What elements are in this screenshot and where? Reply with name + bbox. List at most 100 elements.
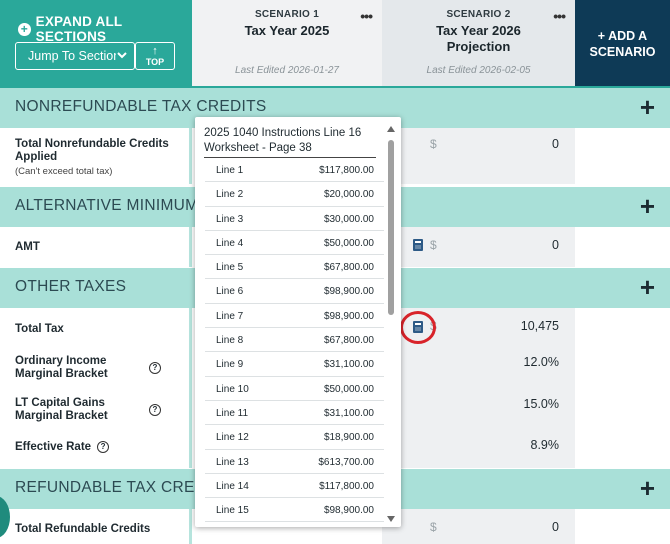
more-dots-icon[interactable]: ••• xyxy=(553,8,566,24)
line-name: Line 7 xyxy=(216,310,244,322)
header-controls: + EXPAND ALL SECTIONS Jump To Section ↑ … xyxy=(0,0,192,88)
scenario-1-header: ••• SCENARIO 1 Tax Year 2025 Last Edited… xyxy=(192,0,382,88)
question-circle-icon[interactable]: ? xyxy=(97,441,110,453)
help-chat-button[interactable] xyxy=(0,496,10,538)
scenario-2-cell[interactable]: $ 0 xyxy=(382,227,575,267)
list-item: Line 4 $50,000.00 xyxy=(205,231,384,256)
plus-icon[interactable]: + xyxy=(639,473,655,503)
question-circle-icon[interactable]: ? xyxy=(149,362,161,374)
empty-cell xyxy=(575,227,670,267)
row-sublabel: (Can't exceed total tax) xyxy=(15,166,113,177)
list-item: Line 3 $30,000.00 xyxy=(205,207,384,231)
line-name: Line 2 xyxy=(216,189,244,201)
list-item: Line 7 $98,900.00 xyxy=(205,304,384,329)
scenario-2-cell[interactable]: $ 0 xyxy=(382,128,575,184)
expand-all-label: EXPAND ALL SECTIONS xyxy=(35,14,123,44)
plus-icon[interactable]: + xyxy=(639,191,655,221)
list-item: Line 6 $98,900.00 xyxy=(205,279,384,304)
value: 0 xyxy=(552,238,559,252)
expand-all-sections-button[interactable]: + EXPAND ALL SECTIONS xyxy=(18,14,192,44)
value-ordinary-bracket: 12.0% xyxy=(523,355,559,369)
row-label-text: Ordinary Income Marginal Bracket xyxy=(15,355,108,380)
line-value: $117,800.00 xyxy=(319,480,374,492)
line-value: $98,900.00 xyxy=(323,505,374,517)
line-name: Line 3 xyxy=(216,213,244,225)
scenario-2-cell[interactable]: $ 0 xyxy=(382,509,575,544)
list-item: Line 12 $18,900.00 xyxy=(205,425,384,450)
plus-icon[interactable]: + xyxy=(639,272,655,302)
scroll-down-icon[interactable] xyxy=(387,516,395,522)
worksheet-popup: 2025 1040 Instructions Line 16 Worksheet… xyxy=(195,117,401,527)
list-item: Line 9 $31,100.00 xyxy=(205,352,384,377)
line-value: $30,000.00 xyxy=(323,213,374,225)
add-scenario-line1: + ADD A xyxy=(597,29,648,43)
row-label-text: LT Capital Gains Marginal Bracket xyxy=(15,397,108,422)
line-name: Line 9 xyxy=(216,359,244,371)
line-name: Line 1 xyxy=(216,165,244,176)
row-label-text: Effective Rate xyxy=(15,441,92,454)
section-title: REFUNDABLE TAX CREDITS xyxy=(15,479,232,496)
scenario-2-header: ••• SCENARIO 2 Tax Year 2026 Projection … xyxy=(382,0,575,88)
jump-to-section-label: Jump To Section xyxy=(28,49,116,63)
add-scenario-line2: SCENARIO xyxy=(589,45,656,59)
scrollbar-thumb[interactable] xyxy=(388,140,394,315)
more-dots-icon[interactable]: ••• xyxy=(360,8,373,24)
scroll-up-icon[interactable] xyxy=(387,126,395,132)
empty-cell xyxy=(575,509,670,544)
popup-title: 2025 1040 Instructions Line 16 Worksheet… xyxy=(204,126,376,158)
row-label: Total Nonrefundable Credits Applied (Can… xyxy=(15,138,189,178)
section-title: OTHER TAXES xyxy=(15,278,127,295)
list-item: Line 8 $67,800.00 xyxy=(205,328,384,353)
list-item: Line 15 $98,900.00 xyxy=(205,498,384,523)
scenario-last-edited: Last Edited 2026-02-05 xyxy=(426,65,531,76)
scenario-title-line1: Tax Year 2026 xyxy=(436,23,521,38)
empty-cell xyxy=(575,308,670,468)
currency-symbol: $ xyxy=(430,520,437,534)
value-effective-rate: 8.9% xyxy=(530,438,560,452)
row-label-lt-capital-gains-bracket: LT Capital Gains Marginal Bracket? xyxy=(15,397,165,423)
line-value: $67,800.00 xyxy=(323,262,374,274)
calculator-icon[interactable] xyxy=(413,239,423,251)
line-name: Line 5 xyxy=(216,262,244,274)
row-label: AMT xyxy=(15,241,40,253)
empty-cell xyxy=(575,128,670,184)
value: 0 xyxy=(552,520,559,534)
row-label-cell: Total Nonrefundable Credits Applied (Can… xyxy=(0,128,192,184)
line-name: Line 10 xyxy=(216,383,249,395)
line-name: Line 4 xyxy=(216,237,244,249)
line-value: $117,800.00 xyxy=(319,165,374,176)
scenario-title[interactable]: Tax Year 2026 Projection xyxy=(382,23,575,55)
row-label-total-tax: Total Tax xyxy=(15,323,64,335)
list-item: Line 11 $31,100.00 xyxy=(205,401,384,426)
row-label-text: Total Nonrefundable Credits Applied xyxy=(15,138,169,163)
list-item: Line 5 $67,800.00 xyxy=(205,255,384,280)
top-button[interactable]: ↑ TOP xyxy=(135,42,175,70)
line-name: Line 15 xyxy=(216,505,249,517)
value-total-tax[interactable]: 10,475 xyxy=(520,319,559,333)
scenario-title[interactable]: Tax Year 2025 xyxy=(244,23,330,38)
popup-scrollbar[interactable] xyxy=(387,126,395,522)
line-value: $50,000.00 xyxy=(323,237,374,249)
row-label-cell: AMT xyxy=(0,227,192,267)
scenario-last-edited: Last Edited 2026-01-27 xyxy=(235,65,339,76)
scenario-label: SCENARIO 1 xyxy=(254,9,320,20)
chevron-down-icon xyxy=(117,52,127,59)
line-value: $31,100.00 xyxy=(323,407,374,419)
jump-to-section-select[interactable]: Jump To Section xyxy=(15,42,135,70)
value-ltcg-bracket: 15.0% xyxy=(523,397,559,411)
line-value: $98,900.00 xyxy=(323,310,374,322)
plus-icon[interactable]: + xyxy=(639,92,655,122)
row-label-cell: Total Tax Ordinary Income Marginal Brack… xyxy=(0,308,192,468)
worksheet-lines: Line 1 $117,800.00 Line 2 $20,000.00 Line 3 $… xyxy=(205,158,384,523)
line-value: $20,000.00 xyxy=(323,189,374,201)
highlight-ring xyxy=(400,311,436,344)
line-value: $98,900.00 xyxy=(323,286,374,298)
section-title: ALTERNATIVE MINIMUM TAX (A xyxy=(15,197,254,214)
list-item: Line 1 $117,800.00 xyxy=(205,158,384,183)
add-scenario-button[interactable]: + ADD A SCENARIO xyxy=(575,0,670,88)
currency-symbol: $ xyxy=(430,137,437,151)
line-value: $50,000.00 xyxy=(323,383,374,395)
line-name: Line 8 xyxy=(216,335,244,347)
question-circle-icon[interactable]: ? xyxy=(149,404,161,416)
row-label-ordinary-income-bracket: Ordinary Income Marginal Bracket? xyxy=(15,355,165,381)
